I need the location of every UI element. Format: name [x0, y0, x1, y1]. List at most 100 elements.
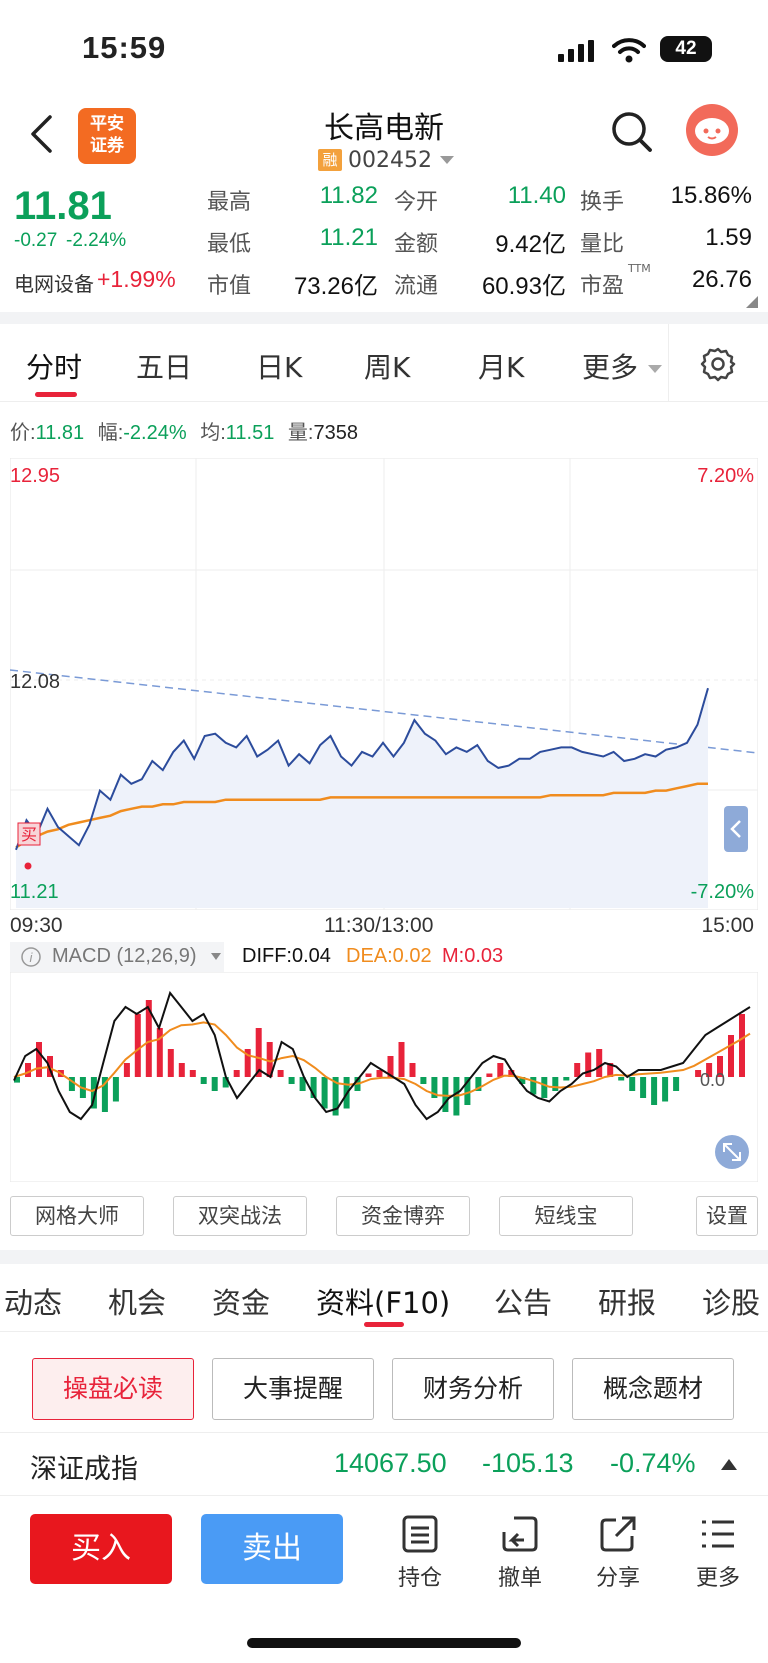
avg-info-label: 均:: [200, 422, 226, 444]
macd-bar: [717, 1056, 723, 1077]
macd-chart[interactable]: 0.0: [10, 972, 758, 1182]
quote-panel: 11.81 -0.27 -2.24% 电网设备 +1.99% 最高 最低 市值 …: [0, 180, 768, 310]
home-indicator: [247, 1638, 521, 1648]
stock-code-selector[interactable]: 融 002452: [318, 146, 456, 174]
margin-badge: 融: [318, 149, 342, 171]
price-change: -0.27: [14, 230, 58, 251]
tab-weekly-k[interactable]: 周K: [364, 351, 411, 384]
macd-bar: [244, 1049, 251, 1077]
share-button[interactable]: 分享: [578, 1514, 658, 1592]
settings-gear-icon[interactable]: [700, 346, 736, 382]
macd-bar: [651, 1077, 658, 1105]
macd-dea: DEA:0.02: [346, 945, 432, 967]
high-label: 最高: [207, 190, 252, 215]
buy-marker[interactable]: [17, 822, 41, 846]
caret-down-icon: [439, 156, 454, 164]
subtab-financials[interactable]: 财务分析: [392, 1358, 554, 1420]
macd-bar: [36, 1042, 42, 1077]
subtab-must-read[interactable]: 操盘必读: [32, 1358, 194, 1420]
buy-marker-label: 买: [21, 825, 37, 844]
vol-ratio-value: 1.59: [705, 224, 752, 251]
tab-intraday[interactable]: 分时: [26, 351, 83, 384]
caret-up-icon[interactable]: [720, 1457, 738, 1471]
time-close-label: 15:00: [701, 914, 754, 937]
tab-news[interactable]: 动态: [4, 1286, 63, 1320]
mktcap-value: 73.26亿: [293, 273, 378, 300]
tab-daily-k[interactable]: 日K: [256, 351, 303, 384]
turnover-label: 换手: [580, 190, 625, 215]
status-time: 15:59: [82, 30, 167, 65]
brand-logo: 平安 证券: [78, 108, 136, 164]
tool-settings[interactable]: 设置: [696, 1196, 758, 1236]
macd-bar: [695, 1070, 702, 1077]
tool-short-line[interactable]: 短线宝: [499, 1196, 633, 1236]
open-label: 今开: [394, 190, 439, 215]
macd-bar: [585, 1052, 592, 1077]
tool-grid-master[interactable]: 网格大师: [10, 1196, 144, 1236]
macd-bar: [299, 1077, 306, 1091]
expand-corner-icon[interactable]: [746, 296, 758, 308]
buy-button[interactable]: 买入: [30, 1514, 172, 1584]
collapse-panel-handle[interactable]: [724, 806, 748, 852]
subtab-concepts[interactable]: 概念题材: [572, 1358, 734, 1420]
amp-info-label: 幅:: [97, 422, 124, 444]
macd-bar: [376, 1070, 383, 1077]
macd-bar: [255, 1028, 262, 1077]
macd-bar: [574, 1063, 581, 1077]
sell-button[interactable]: 卖出: [201, 1514, 343, 1584]
tab-f10[interactable]: 资料(F10): [316, 1286, 451, 1320]
cancel-order-button[interactable]: 撤单: [480, 1514, 560, 1592]
time-midday-label: 11:30/13:00: [324, 914, 434, 937]
macd-bar: [596, 1049, 603, 1077]
macd-histogram: [14, 1000, 745, 1116]
tab-capital[interactable]: 资金: [212, 1286, 271, 1320]
tab-more[interactable]: 更多: [582, 346, 663, 386]
index-name: 深证成指: [30, 1454, 138, 1485]
tool-double-breakout[interactable]: 双突战法: [173, 1196, 307, 1236]
macd-selector[interactable]: i MACD (12,26,9): [10, 942, 224, 972]
sector-change[interactable]: +1.99%: [97, 266, 176, 292]
y-axis-right-bottom: -7.20%: [691, 881, 755, 903]
tab-monthly-k[interactable]: 月K: [478, 351, 525, 384]
back-icon[interactable]: [28, 114, 54, 154]
period-tabs: 分时 五日 日K 周K 月K 更多: [0, 324, 768, 402]
macd-bar: [266, 1042, 273, 1077]
macd-bar: [167, 1049, 174, 1077]
search-icon[interactable]: [610, 110, 654, 154]
macd-bar: [222, 1077, 229, 1088]
price-line: [15, 687, 709, 851]
info-section-tabs: 动态 机会 资金 资料(F10) 公告 研报 诊股: [0, 1264, 768, 1332]
stock-name: 长高电新: [324, 111, 444, 146]
index-ticker-row[interactable]: 深证成指 14067.50 -105.13 -0.74%: [0, 1432, 768, 1496]
bottom-action-bar: 买入 卖出 持仓 撤单 分享 更多: [0, 1496, 768, 1663]
macd-bar: [673, 1077, 680, 1091]
macd-bar: [14, 1077, 20, 1083]
macd-bar: [563, 1077, 570, 1081]
tab-active-indicator: [364, 1322, 404, 1327]
holdings-button[interactable]: 持仓: [380, 1514, 460, 1592]
tab-five-day[interactable]: 五日: [136, 351, 193, 384]
avg-price-line: [15, 782, 708, 849]
macd-bar: [497, 1063, 504, 1077]
macd-bar: [629, 1077, 636, 1091]
share-icon: [600, 1516, 636, 1552]
intraday-chart[interactable]: 12.95 12.08 11.21 7.20% -7.20% 买: [10, 458, 758, 910]
more-button[interactable]: 更多: [678, 1514, 758, 1592]
svg-text:i: i: [30, 950, 34, 965]
tab-opportunity[interactable]: 机会: [108, 1286, 167, 1320]
subtab-events[interactable]: 大事提醒: [212, 1358, 374, 1420]
macd-m: M:0.03: [442, 945, 504, 967]
tab-announcement[interactable]: 公告: [494, 1286, 553, 1320]
tab-diagnosis[interactable]: 诊股: [702, 1286, 761, 1320]
time-axis: 09:30 11:30/13:00 15:00: [10, 912, 758, 942]
amp-info-value: -2.24%: [123, 422, 187, 444]
tool-capital-game[interactable]: 资金博弈: [336, 1196, 470, 1236]
tab-research[interactable]: 研报: [598, 1286, 657, 1320]
macd-bar: [409, 1063, 416, 1077]
macd-bar: [607, 1063, 614, 1077]
sector-name[interactable]: 电网设备: [14, 272, 94, 296]
y-axis-bottom-label: 11.21: [10, 881, 59, 903]
assistant-avatar-icon[interactable]: [686, 104, 738, 156]
low-value: 11.21: [319, 224, 378, 251]
tab-divider: [668, 324, 669, 402]
